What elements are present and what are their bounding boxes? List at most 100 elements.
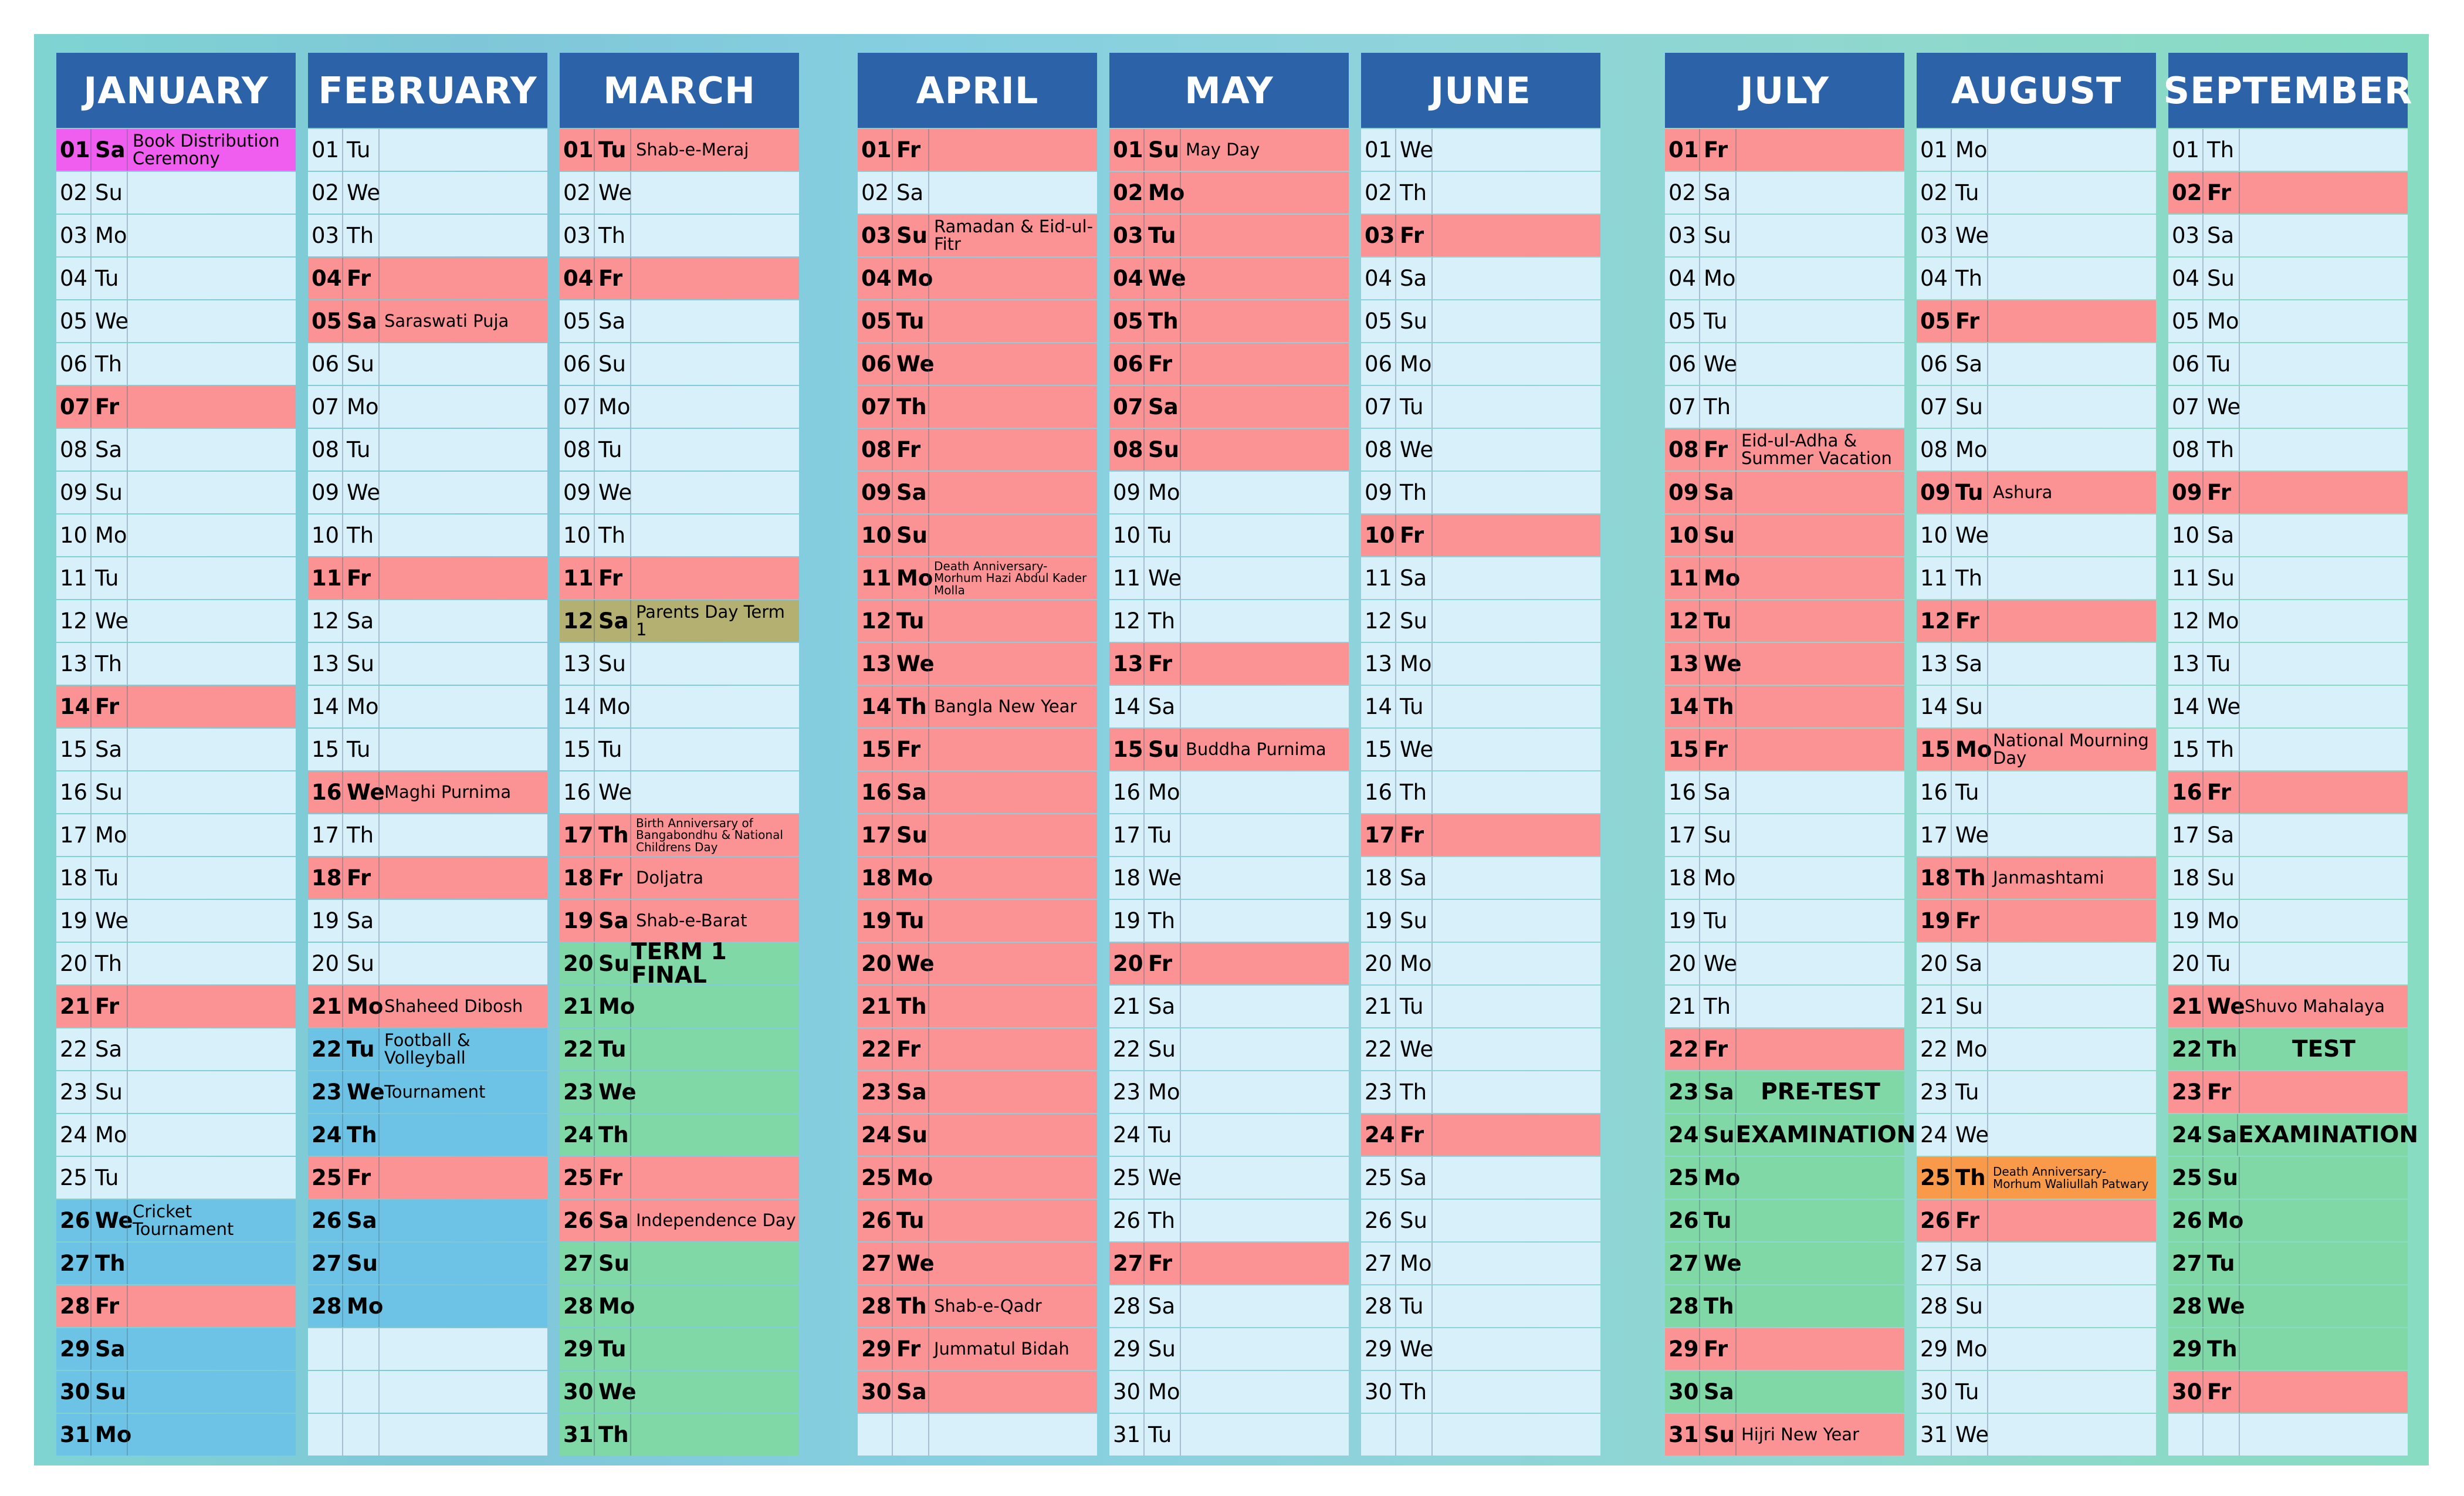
day-number: 30 (1668, 1379, 1699, 1404)
day-number: 04 (1113, 266, 1143, 291)
event-label (2239, 943, 2408, 984)
day-row: 14 Sa (1109, 686, 1349, 727)
day-number: 13 (861, 651, 892, 676)
day-number: 28 (312, 1294, 342, 1319)
day-number: 08 (1113, 437, 1143, 462)
day-row: 19 Mo (2168, 900, 2408, 942)
weekday: Sa (594, 600, 630, 642)
day-number: 10 (1668, 523, 1699, 548)
day-number: 05 (1920, 309, 1951, 334)
weekday (892, 1414, 928, 1456)
day-number: 06 (563, 351, 591, 377)
day-row: 07 Mo (560, 386, 799, 428)
weekday: We (1143, 1157, 1182, 1199)
day-number (1361, 1414, 1395, 1456)
event-label (630, 1028, 799, 1070)
day-number: 03 (1113, 223, 1143, 248)
day-number: 25 (1920, 1165, 1951, 1190)
day-number: 13 (60, 651, 88, 676)
month-title: MAY (1109, 53, 1349, 128)
day-row: 16 We (560, 771, 799, 813)
day-row: 29 Fr (1665, 1328, 1904, 1370)
day-number: 05 (2172, 309, 2200, 334)
weekday: We (892, 943, 935, 984)
day-number: 26 (1668, 1208, 1699, 1233)
event-label (127, 900, 296, 942)
day-number: 03 (1668, 223, 1697, 248)
day-number: 16 (312, 780, 342, 805)
weekday: Fr (90, 686, 127, 727)
day-number: 14 (1365, 694, 1393, 719)
weekday: Th (342, 515, 378, 556)
event-label (928, 1414, 1097, 1456)
event-label (1987, 1243, 2156, 1284)
day-number: 29 (2172, 1336, 2202, 1362)
weekday: Mo (2202, 900, 2239, 942)
event-label (1431, 1371, 1600, 1413)
day-number: 21 (563, 994, 594, 1019)
event-label (630, 1285, 799, 1327)
event-label (1431, 129, 1600, 171)
event-label (928, 600, 1097, 642)
event-label (1735, 1200, 1904, 1241)
day-row: 22 Sa (56, 1028, 296, 1070)
weekday: We (90, 300, 128, 342)
day-number: 29 (861, 1336, 892, 1362)
day-row: 19 Th (1109, 900, 1349, 942)
weekday: Sa (2202, 515, 2239, 556)
day-number: 24 (2172, 1122, 2202, 1148)
day-number: 07 (1668, 394, 1697, 419)
day-row: 11 Sa (1361, 557, 1600, 599)
day-number: 21 (861, 994, 892, 1019)
day-row: 26 We Cricket Tournament (56, 1200, 296, 1241)
day-row: 23 Fr (2168, 1071, 2408, 1113)
day-number: 15 (60, 737, 88, 762)
day-row: 27 Fr (1109, 1243, 1349, 1284)
weekday: We (2202, 986, 2245, 1027)
weekday: Sa (90, 129, 127, 171)
day-row: 22 Fr (1665, 1028, 1904, 1070)
day-number: 03 (1920, 223, 1948, 248)
day-number: 26 (60, 1208, 90, 1233)
weekday: Sa (594, 300, 630, 342)
day-number: 20 (1365, 951, 1393, 976)
weekday: Th (2202, 129, 2239, 171)
weekday: Fr (892, 1328, 928, 1370)
event-label (378, 814, 547, 856)
day-row: 22 We (1361, 1028, 1600, 1070)
day-row: 04 Su (2168, 258, 2408, 299)
weekday: Mo (1951, 429, 1988, 471)
event-label: Jummatul Bidah (928, 1328, 1097, 1370)
weekday: Fr (594, 857, 630, 899)
event-label (378, 429, 547, 471)
day-number: 03 (2172, 223, 2200, 248)
day-number: 11 (563, 566, 594, 591)
day-number: 12 (312, 608, 340, 634)
weekday: Th (594, 1414, 630, 1456)
event-label (2239, 429, 2408, 471)
day-number: 25 (1113, 1165, 1141, 1190)
day-number (858, 1414, 892, 1456)
day-row: 10 Tu (1109, 515, 1349, 556)
weekday: Fr (594, 557, 630, 599)
day-row: 15 Tu (308, 729, 547, 770)
event-label: Shuvo Mahalaya (2239, 986, 2408, 1027)
event-label (928, 1371, 1097, 1413)
weekday: Tu (1699, 900, 1735, 942)
day-number: 19 (1365, 908, 1393, 933)
day-number: 06 (1365, 351, 1393, 377)
weekday: Fr (342, 857, 378, 899)
day-row: 28 Fr (56, 1285, 296, 1327)
event-label (1180, 515, 1349, 556)
weekday: Mo (1395, 343, 1432, 385)
event-label (630, 515, 799, 556)
weekday: Mo (892, 557, 933, 599)
event-label (378, 215, 547, 256)
event-label (1987, 343, 2156, 385)
weekday: Mo (342, 986, 383, 1027)
day-number: 12 (1113, 608, 1141, 634)
day-number: 21 (312, 994, 342, 1019)
day-row: 24 Tu (1109, 1114, 1349, 1156)
day-row: 12 Th (1109, 600, 1349, 642)
weekday: We (1951, 515, 1989, 556)
